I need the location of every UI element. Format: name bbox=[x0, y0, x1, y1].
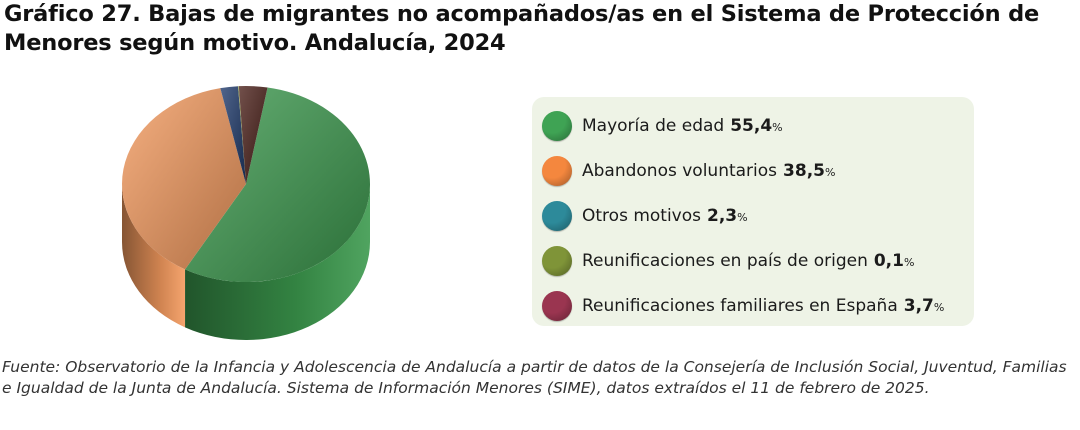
pie-side-1 bbox=[122, 184, 186, 328]
legend-item: Otros motivos 2,3% bbox=[542, 199, 748, 233]
legend-label-text: Abandonos voluntarios bbox=[582, 161, 778, 181]
legend-value: 0,1% bbox=[873, 251, 915, 271]
legend-unit: % bbox=[772, 121, 783, 134]
legend-label: Reunificaciones familiares en España 3,7% bbox=[582, 296, 944, 316]
pie-slice-3 bbox=[238, 86, 246, 184]
legend-swatch bbox=[542, 246, 572, 276]
legend-value: 3,7% bbox=[903, 296, 945, 316]
legend-item: Reunificaciones familiares en España 3,7% bbox=[542, 289, 944, 323]
legend-label-text: Reunificaciones familiares en España bbox=[582, 296, 898, 316]
pie-slice-4 bbox=[238, 85, 268, 184]
legend-label-text: Otros motivos bbox=[582, 206, 701, 226]
legend-item: Abandonos voluntarios 38,5% bbox=[542, 154, 835, 188]
legend-value: 2,3% bbox=[707, 206, 748, 226]
legend-swatch bbox=[542, 111, 572, 141]
pie-slice-0 bbox=[185, 87, 371, 283]
legend-label: Otros motivos 2,3% bbox=[582, 206, 748, 226]
legend-swatch bbox=[542, 156, 572, 186]
legend-swatch bbox=[542, 201, 572, 231]
legend-unit: % bbox=[824, 166, 836, 179]
legend-label: Abandonos voluntarios 38,5% bbox=[582, 161, 835, 181]
legend-unit: % bbox=[903, 256, 915, 269]
legend-swatch bbox=[542, 291, 572, 321]
legend-item: Reunificaciones en país de origen 0,1% bbox=[542, 244, 914, 278]
source-note: Fuente: Observatorio de la Infancia y Ad… bbox=[2, 358, 1067, 397]
legend-item: Mayoría de edad 55,4% bbox=[542, 109, 783, 143]
chart-title-line-1: Gráfico 27. Bajas de migrantes no acompa… bbox=[4, 1, 1040, 27]
legend-label: Reunificaciones en país de origen 0,1% bbox=[582, 251, 914, 271]
pie-side-0 bbox=[185, 184, 370, 340]
legend-label-text: Reunificaciones en país de origen bbox=[582, 251, 868, 271]
legend-unit: % bbox=[737, 211, 748, 224]
pie-chart bbox=[122, 85, 371, 340]
pie-slice-1 bbox=[122, 88, 246, 270]
pie-slice-2 bbox=[220, 86, 246, 184]
chart-legend: Mayoría de edad 55,4% Abandonos voluntario… bbox=[532, 97, 974, 326]
legend-value: 55,4% bbox=[730, 116, 783, 136]
legend-label-text: Mayoría de edad bbox=[582, 116, 725, 136]
chart-title-line-2: Menores según motivo. Andalucía, 2024 bbox=[4, 30, 506, 56]
legend-unit: % bbox=[933, 301, 945, 314]
legend-label: Mayoría de edad 55,4% bbox=[582, 116, 783, 136]
legend-value: 38,5% bbox=[783, 161, 836, 181]
chart-title: Gráfico 27. Bajas de migrantes no acompa… bbox=[4, 0, 1074, 58]
